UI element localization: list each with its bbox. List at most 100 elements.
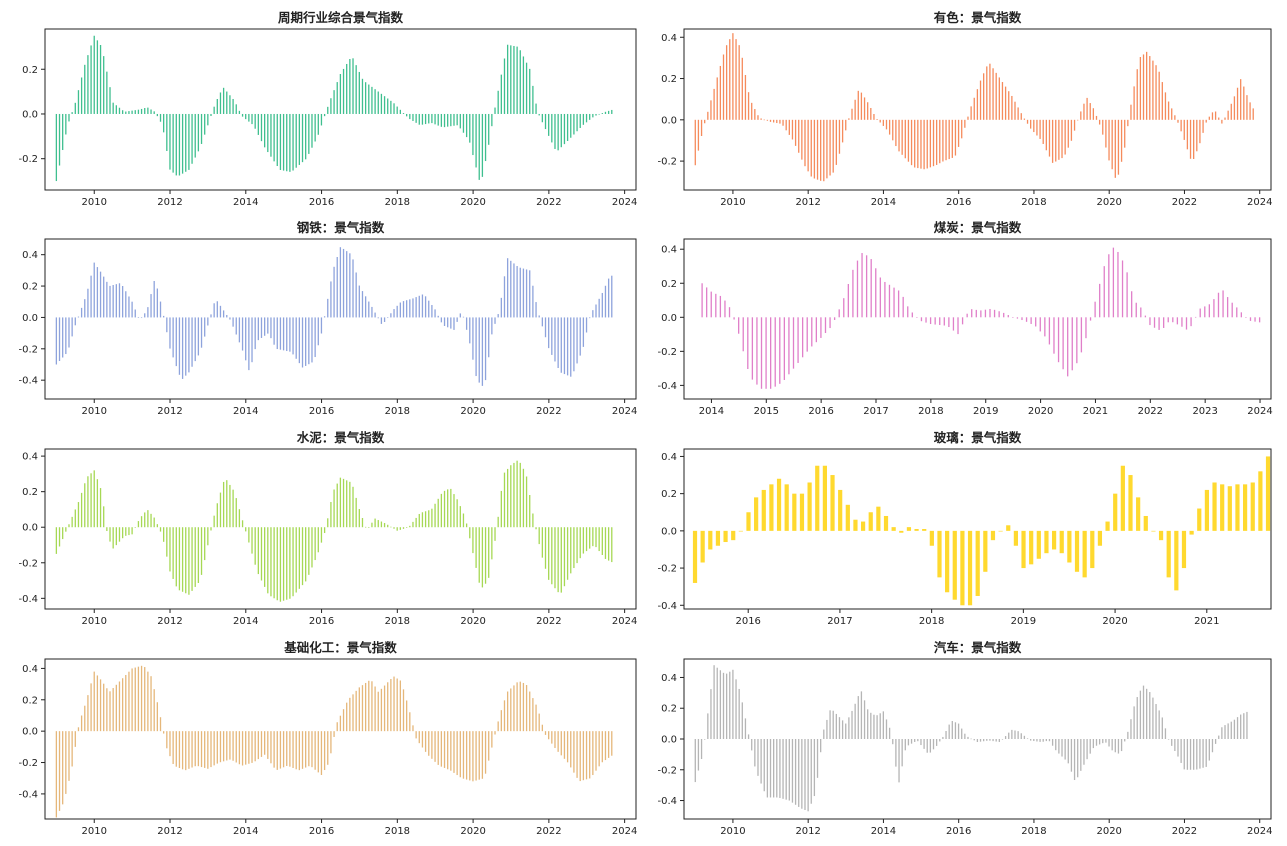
bar <box>406 300 408 318</box>
bar <box>598 298 600 318</box>
bar <box>121 678 124 732</box>
bar <box>200 527 203 575</box>
x-tick-label: 2015 <box>754 406 779 417</box>
bar <box>929 739 932 753</box>
bar <box>134 309 136 318</box>
bar <box>1120 119 1123 162</box>
bar <box>951 721 953 739</box>
bar <box>1196 739 1198 770</box>
bar <box>852 269 854 318</box>
x-tick-label: 2014 <box>233 616 258 627</box>
bar <box>194 113 196 158</box>
bar <box>920 317 923 322</box>
bar <box>984 309 987 318</box>
bar <box>833 317 836 320</box>
bar <box>907 306 909 318</box>
bar <box>166 317 168 333</box>
chart-title: 钢铁：景气指数 <box>297 220 385 235</box>
bar <box>219 92 222 114</box>
bar <box>68 317 70 348</box>
bar <box>390 679 392 732</box>
bar <box>1204 306 1206 318</box>
bar <box>1164 92 1167 120</box>
bar <box>532 513 534 528</box>
bar <box>71 516 73 528</box>
bar <box>175 317 177 367</box>
bar <box>895 739 897 767</box>
x-tick-label: 2020 <box>1096 826 1121 837</box>
bar <box>998 77 1000 120</box>
bar <box>497 516 499 528</box>
bar <box>751 317 754 380</box>
bar <box>453 317 455 330</box>
bar <box>854 703 856 739</box>
bar <box>604 285 607 318</box>
bar <box>1236 87 1239 120</box>
bar <box>1051 739 1054 746</box>
bar <box>964 119 966 128</box>
bar <box>541 527 544 558</box>
bar <box>251 113 253 125</box>
bar <box>592 731 594 776</box>
bar <box>393 527 395 529</box>
x-tick-label: 2014 <box>871 197 896 208</box>
bar <box>125 527 127 536</box>
bar <box>355 272 357 318</box>
bar <box>1108 119 1110 161</box>
bar <box>500 297 502 318</box>
chart-panel-2: 有色：景气指数 2010 2012 2014 2016 2018 2020 2022 2024 -… <box>657 10 1272 208</box>
y-tick-label: 0.2 <box>661 74 677 85</box>
bar <box>434 731 436 762</box>
bar <box>301 731 304 769</box>
bar <box>784 484 789 531</box>
bar <box>573 527 575 569</box>
bar <box>219 305 222 318</box>
bar <box>907 119 910 162</box>
bar <box>295 113 297 168</box>
bar <box>1208 116 1210 120</box>
bar <box>166 527 168 557</box>
bar <box>604 731 607 761</box>
bar <box>260 113 263 142</box>
x-tick-label: 2021 <box>1194 616 1219 627</box>
bar <box>472 731 474 782</box>
bar <box>254 731 256 762</box>
bar <box>163 731 165 734</box>
bar <box>311 113 313 148</box>
bar <box>704 119 706 124</box>
bar <box>276 731 278 770</box>
bar <box>311 731 313 768</box>
bar <box>314 113 316 142</box>
bar <box>437 731 439 765</box>
bar <box>516 266 518 318</box>
bar <box>443 113 446 128</box>
bar <box>336 722 338 732</box>
bar <box>352 694 354 732</box>
bar <box>1098 119 1101 125</box>
bar <box>96 40 99 114</box>
bar <box>418 513 420 528</box>
bar <box>1011 95 1013 120</box>
bar <box>801 119 803 160</box>
bar <box>406 700 408 732</box>
bar <box>773 119 775 123</box>
bar <box>191 731 193 768</box>
bar <box>741 702 743 739</box>
bar <box>522 56 525 114</box>
bar <box>860 521 866 531</box>
bar <box>238 317 241 343</box>
chart-title: 玻璃：景气指数 <box>934 430 1022 445</box>
bar <box>525 269 528 318</box>
x-tick-label: 2018 <box>1021 826 1046 837</box>
bar <box>1249 317 1252 321</box>
bar <box>792 317 795 369</box>
bar <box>402 113 405 114</box>
y-tick-label: 0.4 <box>22 250 38 261</box>
y-tick-label: 0.4 <box>661 33 677 44</box>
bar <box>1053 317 1055 354</box>
bar <box>424 731 427 752</box>
bar <box>1166 530 1171 578</box>
bar <box>396 678 398 732</box>
bar <box>548 317 550 349</box>
bar <box>96 479 99 528</box>
